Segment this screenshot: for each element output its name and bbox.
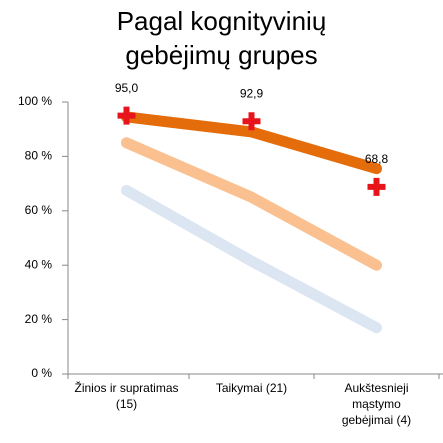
x-tick-label: Taikymai (21) xyxy=(215,381,288,395)
x-tick-label: Aukštesnieji mąstymo gebėjimai (4) xyxy=(341,381,412,427)
x-tick-label: Žinios ir supratimas (15) xyxy=(74,381,179,411)
series-line xyxy=(121,184,382,334)
marker xyxy=(117,106,136,125)
y-tick-label: 80 % xyxy=(25,149,53,163)
data-label: 68,8 xyxy=(365,152,389,166)
chart-title: Pagal kognityvinių gebėjimų grupes xyxy=(116,6,327,70)
y-tick-label: 20 % xyxy=(25,312,53,326)
y-tick-label: 0 % xyxy=(31,366,52,380)
series-line xyxy=(121,111,382,175)
series-line xyxy=(121,137,382,271)
y-tick-label: 100 % xyxy=(18,94,52,108)
y-tick-label: 60 % xyxy=(25,203,53,217)
data-label: 92,9 xyxy=(240,86,264,100)
marker xyxy=(367,177,386,196)
y-tick-label: 40 % xyxy=(25,257,53,271)
data-label: 95,0 xyxy=(115,81,139,95)
marker xyxy=(242,112,261,131)
